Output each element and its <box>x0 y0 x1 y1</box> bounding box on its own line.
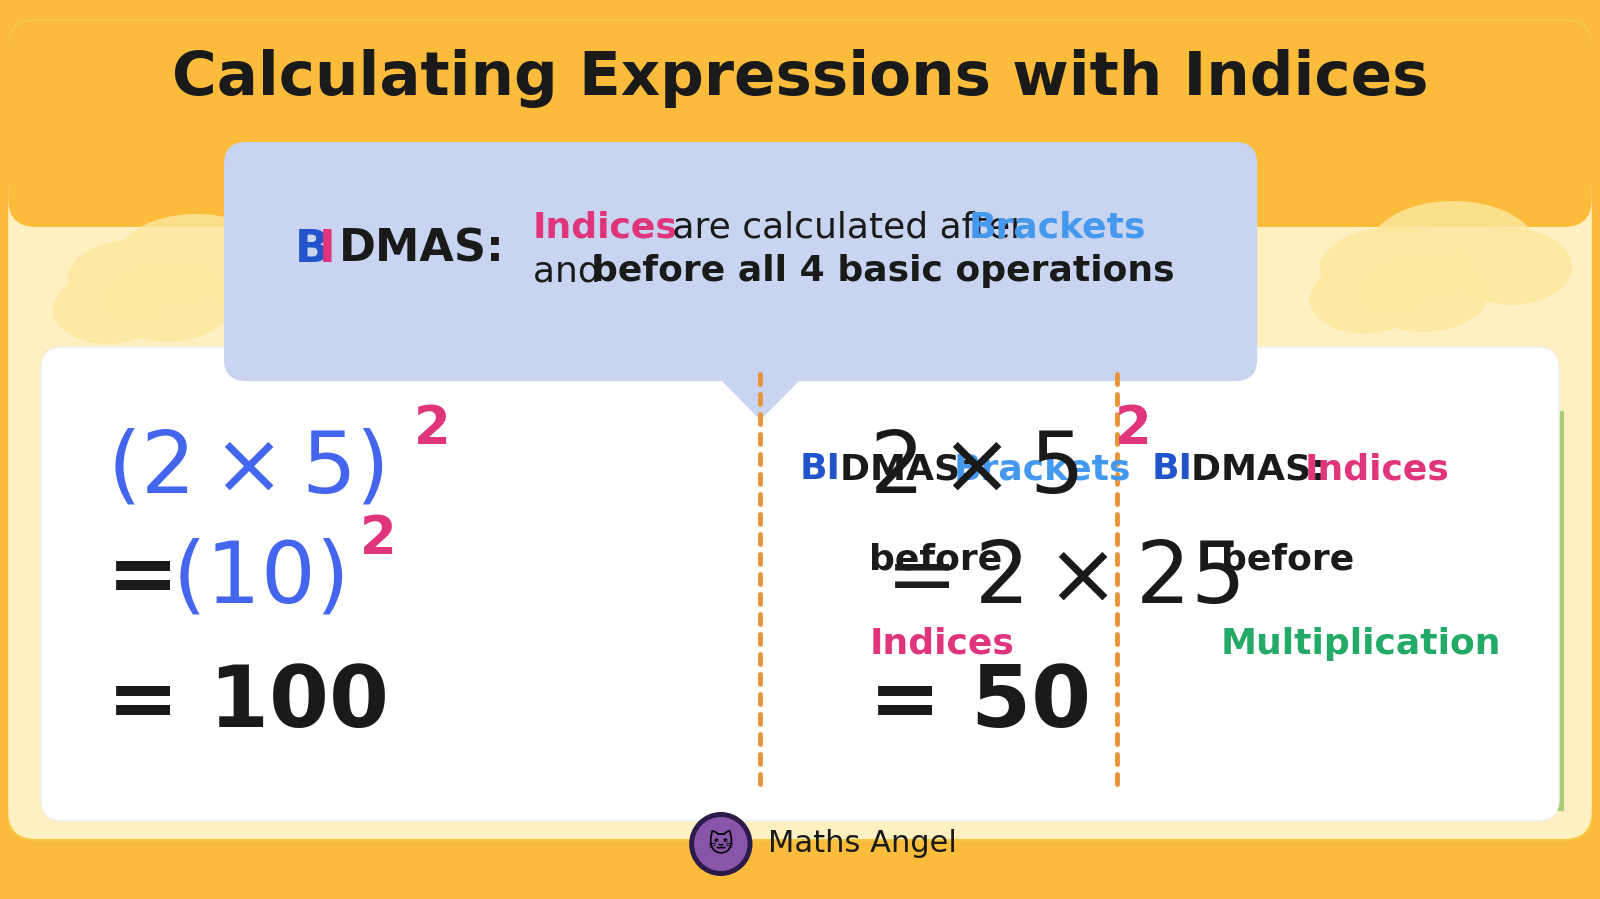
Text: = 50: = 50 <box>869 663 1091 745</box>
FancyBboxPatch shape <box>42 347 1558 821</box>
Ellipse shape <box>1358 256 1488 332</box>
Ellipse shape <box>197 236 315 312</box>
Bar <box>35 119 1565 199</box>
Bar <box>102 544 130 579</box>
Text: are calculated after: are calculated after <box>661 210 1037 244</box>
Bar <box>66 464 93 499</box>
Ellipse shape <box>67 239 206 319</box>
Bar <box>1454 411 1565 811</box>
Ellipse shape <box>117 214 275 304</box>
Bar <box>35 191 1565 811</box>
Text: DMAS:: DMAS: <box>840 452 987 486</box>
FancyBboxPatch shape <box>8 163 1592 839</box>
Ellipse shape <box>1453 229 1571 305</box>
Bar <box>1512 564 1541 599</box>
Text: and: and <box>533 254 613 288</box>
Ellipse shape <box>1320 227 1469 311</box>
Text: 2: 2 <box>414 403 451 455</box>
Text: Calculating Expressions with Indices: Calculating Expressions with Indices <box>171 49 1429 109</box>
Text: Multiplication: Multiplication <box>1221 627 1501 661</box>
Text: before all 4 basic operations: before all 4 basic operations <box>592 254 1174 288</box>
Text: $2 \times 5$: $2 \times 5$ <box>869 428 1078 511</box>
Text: Brackets: Brackets <box>968 210 1146 244</box>
Text: $(2 \times 5)$: $(2 \times 5)$ <box>107 428 384 511</box>
Bar <box>1469 644 1496 679</box>
Bar <box>1512 484 1541 519</box>
Bar <box>102 624 130 659</box>
Text: BI: BI <box>800 452 842 486</box>
Text: Maths Angel: Maths Angel <box>768 830 957 859</box>
Bar <box>1512 644 1541 679</box>
Ellipse shape <box>1310 264 1419 334</box>
Text: 🐱: 🐱 <box>707 832 734 856</box>
Text: DMAS:: DMAS: <box>1190 452 1338 486</box>
Bar <box>1469 564 1496 599</box>
Circle shape <box>694 817 747 871</box>
Text: Brackets: Brackets <box>954 452 1131 486</box>
FancyBboxPatch shape <box>8 21 1592 227</box>
Bar <box>66 544 93 579</box>
Text: = 100: = 100 <box>107 663 389 745</box>
Ellipse shape <box>102 266 230 342</box>
FancyBboxPatch shape <box>8 21 1592 839</box>
Text: 2: 2 <box>360 513 397 565</box>
Text: $(10)$: $(10)$ <box>171 538 342 620</box>
Text: BI: BI <box>1152 452 1192 486</box>
Text: Indices: Indices <box>1304 452 1450 486</box>
Bar <box>1469 484 1496 519</box>
Bar <box>102 464 130 499</box>
Text: Indices: Indices <box>869 627 1014 661</box>
Bar <box>155 431 234 811</box>
Ellipse shape <box>53 274 162 344</box>
Bar <box>46 351 146 811</box>
Text: 2: 2 <box>1115 403 1152 455</box>
Text: I: I <box>318 227 336 271</box>
Text: =: = <box>107 538 179 620</box>
Text: Indices: Indices <box>533 210 678 244</box>
Ellipse shape <box>1370 201 1538 297</box>
Text: DMAS:: DMAS: <box>339 227 504 271</box>
Bar <box>66 624 93 659</box>
Circle shape <box>690 812 752 876</box>
Text: B: B <box>296 227 330 271</box>
Text: before: before <box>1221 542 1354 576</box>
Text: before: before <box>869 542 1003 576</box>
Polygon shape <box>701 359 819 419</box>
Text: $= 2 \times 25$: $= 2 \times 25$ <box>869 538 1240 620</box>
FancyBboxPatch shape <box>224 142 1258 381</box>
